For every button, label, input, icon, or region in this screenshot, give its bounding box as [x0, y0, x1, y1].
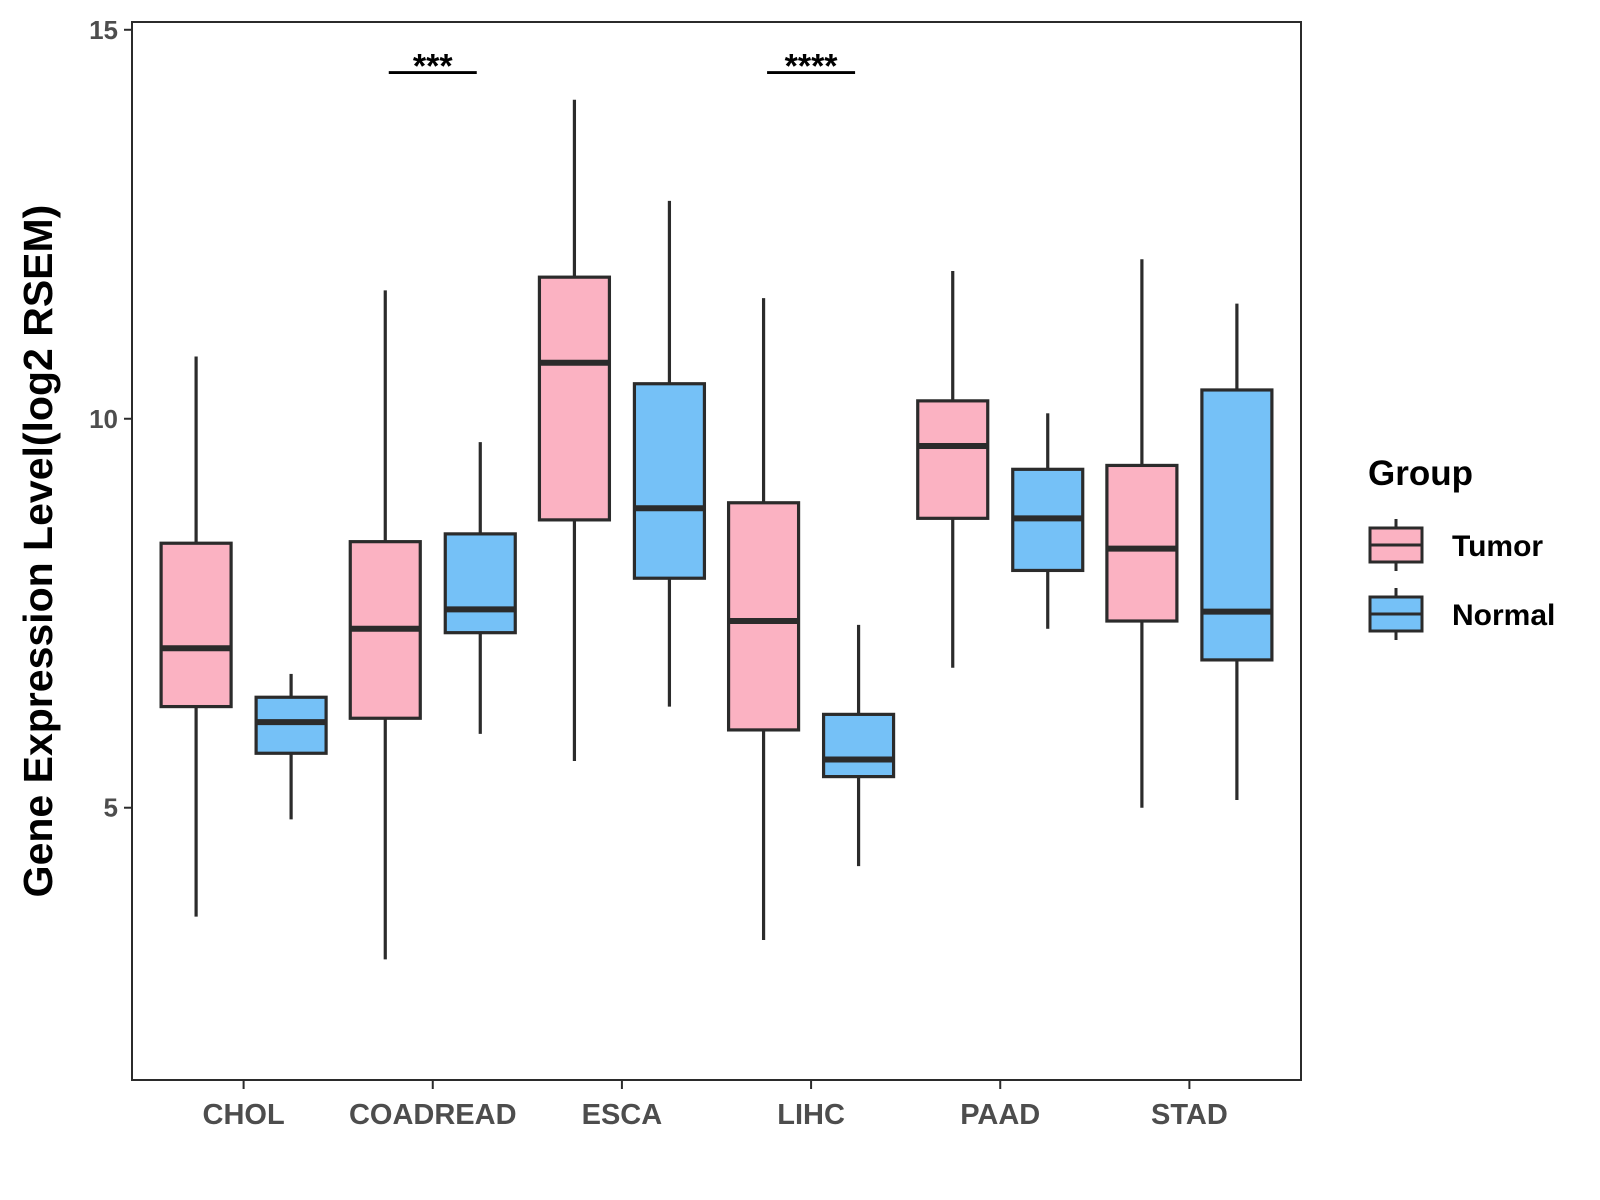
box-normal-stad: [1200, 303, 1274, 800]
legend-label-tumor: Tumor: [1452, 530, 1543, 563]
x-tick-label: STAD: [1151, 1099, 1228, 1131]
box-normal-esca: [632, 200, 707, 707]
box-body: [159, 541, 233, 709]
x-tick-label: ESCA: [582, 1099, 663, 1131]
box-body: [1200, 388, 1274, 662]
box-tumor-stad: [1105, 259, 1179, 808]
box-body: [632, 382, 707, 580]
box-tumor-lihc: [726, 298, 801, 940]
x-tick-label: PAAD: [960, 1099, 1040, 1131]
box-normal-paad: [1011, 413, 1085, 629]
box-tumor-paad: [916, 270, 990, 668]
plot-panel-border: [131, 21, 1302, 1081]
box-normal-lihc: [821, 624, 896, 867]
box-normal-chol: [254, 673, 328, 820]
y-tick-label: 15: [89, 15, 118, 45]
box-body: [1105, 463, 1179, 623]
box-tumor-esca: [537, 99, 612, 762]
y-tick-label: 5: [104, 793, 118, 823]
y-axis-title: Gene Expression Level(log2 RSEM): [15, 205, 61, 898]
significance-label: ***: [413, 48, 453, 86]
box-body: [537, 275, 612, 522]
box-body: [443, 532, 517, 635]
x-tick-label: CHOL: [203, 1099, 285, 1131]
significance-label: ****: [785, 48, 839, 86]
box-tumor-chol: [159, 356, 233, 917]
box-body: [726, 501, 801, 732]
legend-label-normal: Normal: [1452, 599, 1555, 632]
x-tick-label: COADREAD: [349, 1099, 517, 1131]
legend-key-normal: [1368, 588, 1424, 640]
legend-title: Group: [1368, 454, 1473, 493]
x-tick-label: LIHC: [777, 1099, 845, 1131]
box-body: [254, 695, 328, 755]
box-body: [916, 399, 990, 520]
box-normal-coadread: [443, 442, 517, 734]
box-tumor-coadread: [348, 290, 422, 960]
legend-key-tumor: [1368, 519, 1424, 571]
box-body: [821, 712, 896, 779]
y-tick-label: 10: [89, 404, 118, 434]
